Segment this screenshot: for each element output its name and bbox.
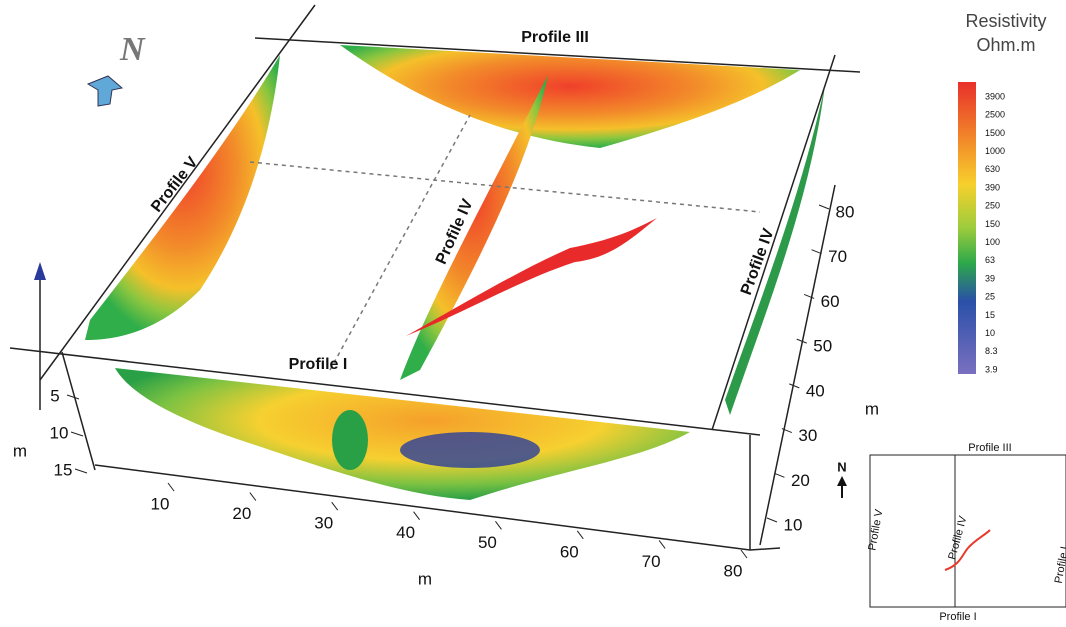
- profile-label: Profile III: [521, 29, 589, 46]
- section-profile-5: [85, 55, 280, 340]
- x-tick-label: 70: [642, 552, 661, 571]
- inset-frame: [870, 455, 1066, 607]
- x-tick-label: 10: [151, 494, 170, 513]
- section-profile-1: [115, 368, 690, 500]
- depth-tick: [71, 432, 83, 436]
- grid-dashes: [250, 115, 760, 370]
- legend-title: Resistivity: [965, 11, 1046, 31]
- section-profile-3: [340, 45, 800, 148]
- x-tick: [577, 531, 583, 539]
- y-tick: [774, 473, 784, 477]
- inset-label: Profile V: [866, 508, 885, 552]
- anomaly: [332, 410, 368, 470]
- y-tick-label: 70: [828, 247, 847, 266]
- y-tick-label: 40: [806, 381, 825, 400]
- colorbar-label: 100: [985, 237, 1000, 247]
- y-tick: [819, 205, 829, 209]
- colorbar-label: 3.9: [985, 364, 998, 374]
- x-tick: [168, 483, 174, 491]
- colorbar-label: 1000: [985, 146, 1005, 156]
- x-tick-label: 50: [478, 533, 497, 552]
- y-tick-label: 10: [784, 515, 803, 534]
- colorbar-label: 2500: [985, 110, 1005, 120]
- colorbar-label: 8.3: [985, 346, 998, 356]
- depth-tick: [67, 395, 79, 399]
- x-tick-label: 20: [232, 504, 251, 523]
- inset-label: Profile III: [968, 442, 1011, 454]
- x-tick: [495, 521, 501, 529]
- y-tick-label: 60: [821, 292, 840, 311]
- y-tick-label: 20: [791, 471, 810, 490]
- colorbar-label: 25: [985, 292, 995, 302]
- x-tick: [332, 502, 338, 510]
- profile-label: Profile I: [289, 356, 348, 373]
- colorbar-label: 15: [985, 310, 995, 320]
- depth-axis-label: m: [13, 441, 27, 460]
- inset-label: Profile IV: [946, 514, 969, 561]
- colorbar-label: 1500: [985, 128, 1005, 138]
- x-tick-label: 30: [314, 514, 333, 533]
- inset-label: Profile I: [939, 611, 976, 623]
- x-axis-label: m: [418, 569, 432, 588]
- colorbar-label: 10: [985, 328, 995, 338]
- x-tick: [414, 512, 420, 520]
- y-tick: [812, 250, 822, 254]
- depth-tick: [75, 469, 87, 473]
- inset-north-arrow: [837, 476, 847, 498]
- axis-arrow: [34, 262, 46, 280]
- x-tick: [659, 540, 665, 548]
- figure: N Profile III Profile V Profile IV Profi…: [0, 0, 1066, 627]
- y-tick: [789, 384, 799, 388]
- depth-tick-label: 15: [54, 460, 73, 479]
- depth-tick-label: 10: [50, 423, 69, 442]
- north-arrow: [88, 76, 122, 106]
- colorbar-label: 150: [985, 219, 1000, 229]
- anomaly: [400, 432, 540, 468]
- colorbar-label: 630: [985, 164, 1000, 174]
- inset-label: Profile I: [1053, 546, 1066, 585]
- x-tick-label: 60: [560, 542, 579, 561]
- x-tick-label: 40: [396, 523, 415, 542]
- colorbar-label: 3900: [985, 91, 1005, 101]
- section-profile-4-right: [725, 85, 825, 415]
- y-tick-label: 30: [798, 426, 817, 445]
- inset-north: N: [837, 459, 846, 474]
- colorbar-label: 250: [985, 201, 1000, 211]
- colorbar-label: 390: [985, 182, 1000, 192]
- section-profile-4: [400, 75, 548, 380]
- resistivity-sections: [85, 45, 825, 500]
- y-tick: [767, 518, 777, 522]
- colorbar-labels: 3900 2500 1500 1000 630 390 250 150 100 63 39 25 15 1…: [985, 91, 1005, 374]
- inset-map: N Profile III Profile V Profile IV Profi…: [837, 442, 1066, 623]
- x-tick-label: 80: [724, 561, 743, 580]
- y-tick-label: 80: [836, 202, 855, 221]
- legend-unit: Ohm.m: [976, 35, 1035, 55]
- colorbar: [958, 82, 976, 374]
- y-tick-label: 50: [813, 337, 832, 356]
- depth-tick-label: 5: [50, 386, 59, 405]
- x-tick: [741, 550, 747, 558]
- x-tick: [250, 493, 256, 501]
- colorbar-label: 63: [985, 255, 995, 265]
- colorbar-label: 39: [985, 273, 995, 283]
- y-axis-label: m: [865, 399, 879, 418]
- north-label: N: [119, 31, 146, 68]
